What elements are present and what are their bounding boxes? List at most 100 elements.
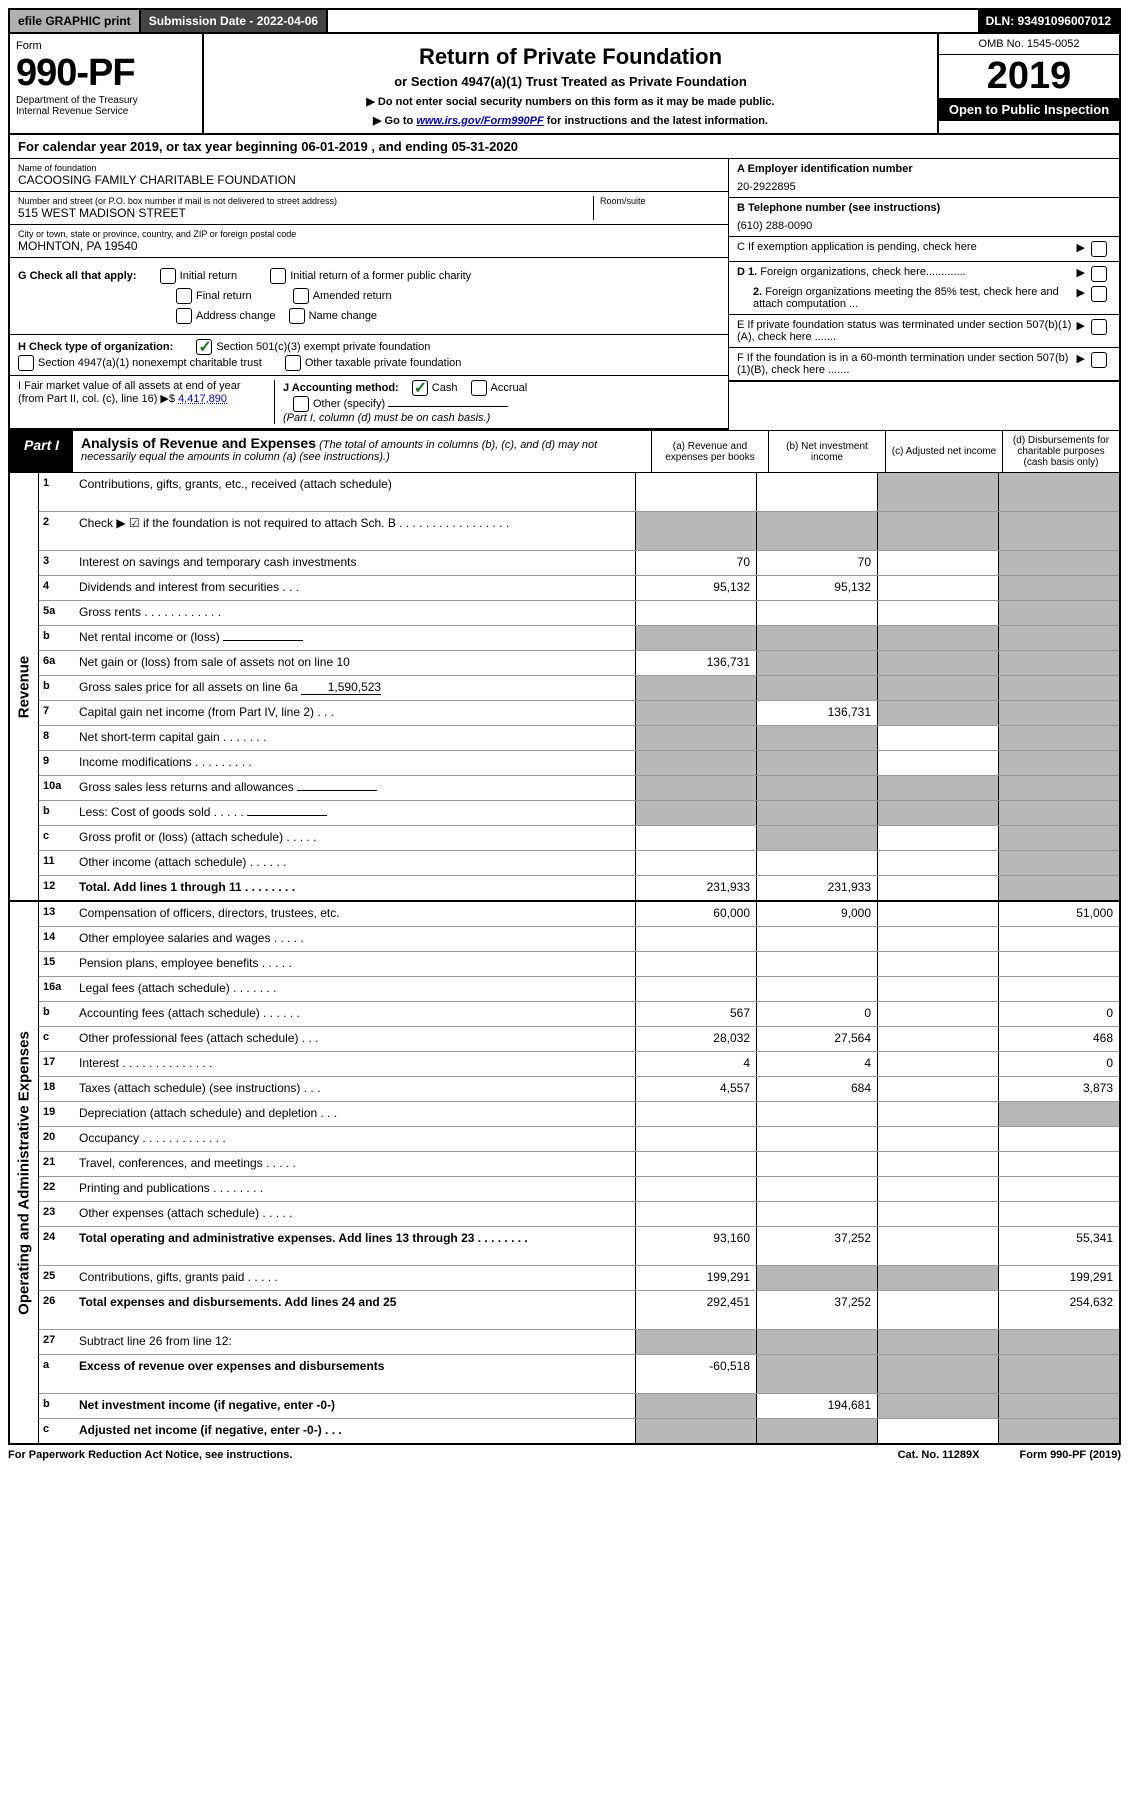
table-row: 6aNet gain or (loss) from sale of assets…	[39, 651, 1119, 676]
table-row: cOther professional fees (attach schedul…	[39, 1027, 1119, 1052]
line-description: Accounting fees (attach schedule) . . . …	[79, 1002, 635, 1026]
initial-return-checkbox[interactable]	[160, 268, 176, 284]
col-a-value	[635, 473, 756, 511]
line-description: Gross sales price for all assets on line…	[79, 676, 635, 700]
table-row: 13Compensation of officers, directors, t…	[39, 902, 1119, 927]
other-method-checkbox[interactable]	[293, 396, 309, 412]
col-d-value	[998, 1102, 1119, 1126]
line-description: Net gain or (loss) from sale of assets n…	[79, 651, 635, 675]
col-c-value	[877, 676, 998, 700]
line-description: Occupancy . . . . . . . . . . . . .	[79, 1127, 635, 1151]
efile-print-label[interactable]: efile GRAPHIC print	[10, 10, 141, 32]
line-number: 10a	[39, 776, 79, 800]
line-number: a	[39, 1355, 79, 1393]
line-description: Gross profit or (loss) (attach schedule)…	[79, 826, 635, 850]
501c3-checkbox[interactable]	[196, 339, 212, 355]
fmv-link[interactable]: 4,417,890	[178, 393, 227, 405]
col-b-value	[756, 1177, 877, 1201]
line-description: Income modifications . . . . . . . . .	[79, 751, 635, 775]
col-d-value: 468	[998, 1027, 1119, 1051]
table-row: 3Interest on savings and temporary cash …	[39, 551, 1119, 576]
col-d-value	[998, 512, 1119, 550]
form-ref: Form 990-PF (2019)	[1020, 1449, 1122, 1461]
60month-termination-checkbox[interactable]	[1091, 352, 1107, 368]
section-e: E If private foundation status was termi…	[729, 315, 1119, 348]
section-d: D 1. D 1. Foreign organizations, check h…	[729, 262, 1119, 315]
col-c-value	[877, 473, 998, 511]
line-number: 21	[39, 1152, 79, 1176]
col-d-value: 0	[998, 1002, 1119, 1026]
4947a1-checkbox[interactable]	[18, 355, 34, 371]
col-a-value	[635, 1419, 756, 1443]
col-a-value	[635, 801, 756, 825]
col-a-value	[635, 952, 756, 976]
col-d-value	[998, 927, 1119, 951]
former-public-charity-checkbox[interactable]	[270, 268, 286, 284]
col-a-value: 60,000	[635, 902, 756, 926]
table-row: 16aLegal fees (attach schedule) . . . . …	[39, 977, 1119, 1002]
col-d-value	[998, 1177, 1119, 1201]
cash-method-checkbox[interactable]	[412, 380, 428, 396]
col-a-value	[635, 927, 756, 951]
col-c-value	[877, 1052, 998, 1076]
instruction-2: ▶ Go to www.irs.gov/Form990PF for instru…	[210, 114, 931, 127]
exemption-pending-checkbox[interactable]	[1091, 241, 1107, 257]
address-change-checkbox[interactable]	[176, 308, 192, 324]
col-b-value: 4	[756, 1052, 877, 1076]
line-number: 25	[39, 1266, 79, 1290]
col-c-value	[877, 1227, 998, 1265]
line-number: 3	[39, 551, 79, 575]
omb-number: OMB No. 1545-0052	[939, 34, 1119, 55]
line-description: Adjusted net income (if negative, enter …	[79, 1419, 635, 1443]
col-c-value	[877, 576, 998, 600]
line-description: Check ▶ ☑ if the foundation is not requi…	[79, 512, 635, 550]
col-d-value	[998, 576, 1119, 600]
col-d-value	[998, 776, 1119, 800]
col-b-value	[756, 1266, 877, 1290]
cat-number: Cat. No. 11289X	[898, 1449, 980, 1461]
final-return-checkbox[interactable]	[176, 288, 192, 304]
85pct-test-checkbox[interactable]	[1091, 286, 1107, 302]
table-row: aExcess of revenue over expenses and dis…	[39, 1355, 1119, 1394]
foreign-org-checkbox[interactable]	[1091, 266, 1107, 282]
opex-side-label: Operating and Administrative Expenses	[10, 902, 39, 1443]
col-a-value: 4,557	[635, 1077, 756, 1101]
other-taxable-checkbox[interactable]	[285, 355, 301, 371]
col-a-value	[635, 701, 756, 725]
col-b-value	[756, 1355, 877, 1393]
phone-cell: B Telephone number (see instructions) (6…	[729, 198, 1119, 237]
name-change-checkbox[interactable]	[289, 308, 305, 324]
col-c-value	[877, 601, 998, 625]
accrual-method-checkbox[interactable]	[471, 380, 487, 396]
col-a-value	[635, 1152, 756, 1176]
irs-link[interactable]: www.irs.gov/Form990PF	[416, 115, 543, 127]
line-description: Net rental income or (loss)	[79, 626, 635, 650]
col-a-value: 199,291	[635, 1266, 756, 1290]
status-terminated-checkbox[interactable]	[1091, 319, 1107, 335]
col-b-value	[756, 1419, 877, 1443]
col-d-value: 254,632	[998, 1291, 1119, 1329]
city-cell: City or town, state or province, country…	[10, 225, 728, 258]
line-number: 27	[39, 1330, 79, 1354]
table-row: 26Total expenses and disbursements. Add …	[39, 1291, 1119, 1330]
col-c-value	[877, 1077, 998, 1101]
col-b-value	[756, 751, 877, 775]
col-d-value	[998, 1355, 1119, 1393]
col-b-value: 136,731	[756, 701, 877, 725]
col-a-header: (a) Revenue and expenses per books	[651, 431, 768, 472]
col-c-value	[877, 551, 998, 575]
col-b-value	[756, 473, 877, 511]
col-a-value	[635, 1127, 756, 1151]
tax-year: 2019	[939, 55, 1119, 98]
col-b-value: 9,000	[756, 902, 877, 926]
form-word: Form	[16, 40, 196, 52]
table-row: bAccounting fees (attach schedule) . . .…	[39, 1002, 1119, 1027]
col-d-value	[998, 977, 1119, 1001]
paperwork-notice: For Paperwork Reduction Act Notice, see …	[8, 1449, 292, 1461]
col-b-value	[756, 952, 877, 976]
col-a-value	[635, 1102, 756, 1126]
col-b-value	[756, 801, 877, 825]
amended-return-checkbox[interactable]	[293, 288, 309, 304]
line-number: 8	[39, 726, 79, 750]
col-a-value	[635, 1177, 756, 1201]
